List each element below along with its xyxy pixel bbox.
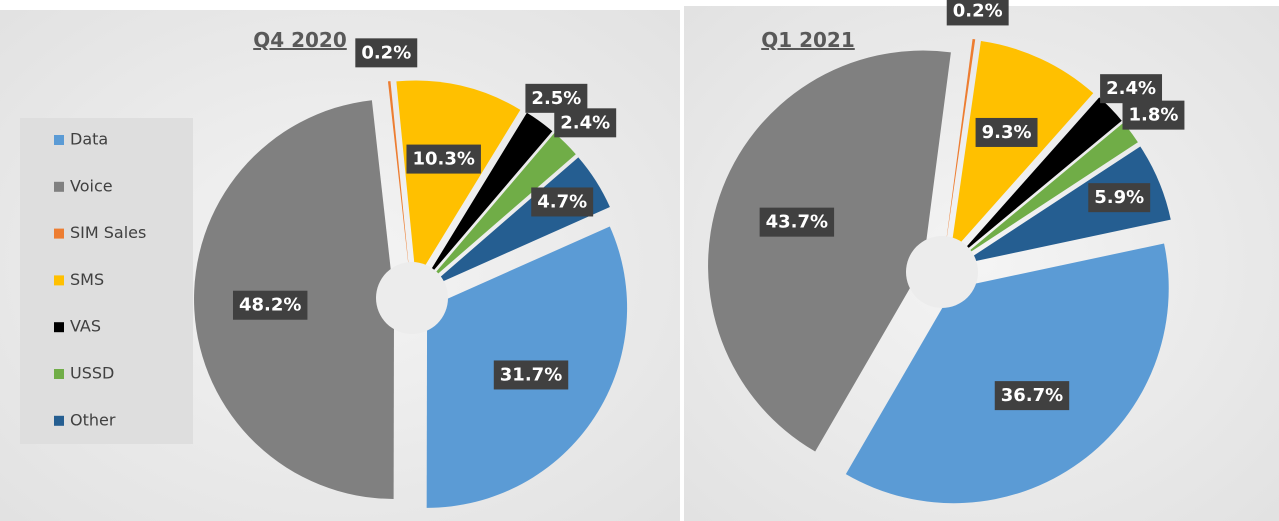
label-box [355, 38, 418, 68]
legend-label: SIM Sales [70, 223, 146, 242]
slice [958, 122, 1138, 261]
data-label: 0.2% [355, 38, 418, 68]
center-hole [376, 262, 448, 334]
legend-box [20, 118, 193, 444]
data-label: 5.9% [1088, 183, 1151, 213]
label-text: 10.3% [412, 149, 474, 170]
chart-title: Q4 2020 [253, 28, 347, 52]
legend-label: VAS [70, 317, 101, 336]
legend-swatch [54, 322, 64, 333]
label-text: 9.3% [982, 122, 1032, 143]
legend-swatch [54, 369, 64, 379]
label-text: 1.8% [1129, 105, 1179, 126]
slice [422, 112, 553, 284]
label-text: 48.2% [239, 295, 301, 316]
slice [396, 80, 521, 281]
label-text: 2.5% [531, 88, 581, 109]
label-text: 4.7% [537, 191, 587, 212]
data-label: 0.2% [946, 0, 1009, 26]
legend-swatch [54, 275, 64, 286]
data-label: 2.4% [1100, 74, 1163, 104]
data-label: 1.8% [1122, 100, 1185, 130]
slice [845, 243, 1169, 504]
legend-label: Data [70, 130, 108, 149]
data-label: 48.2% [232, 290, 308, 320]
label-box [493, 360, 569, 390]
legend-label: SMS [70, 270, 104, 289]
label-box [1088, 183, 1151, 213]
data-label: 9.3% [975, 117, 1038, 147]
slice [950, 41, 1094, 254]
label-text: 0.2% [953, 0, 1003, 21]
slice [960, 146, 1171, 265]
data-label: 36.7% [994, 381, 1070, 411]
legend-swatch [54, 135, 64, 145]
data-label: 31.7% [493, 360, 569, 390]
data-label: 2.4% [554, 108, 617, 138]
label-box [406, 144, 481, 174]
label-box [946, 0, 1009, 26]
label-box [994, 381, 1070, 411]
label-box [525, 83, 588, 113]
slice [956, 97, 1122, 259]
legend-swatch [54, 181, 64, 192]
center-hole [906, 236, 978, 308]
legend-swatch [54, 228, 64, 239]
label-text: 36.7% [1001, 385, 1063, 406]
label-text: 2.4% [1106, 78, 1156, 99]
slice [387, 81, 411, 281]
label-text: 2.4% [560, 112, 610, 133]
legend-label: Other [70, 410, 116, 429]
slice [708, 50, 951, 452]
label-box [759, 207, 835, 237]
label-text: 43.7% [766, 212, 828, 233]
label-text: 31.7% [500, 364, 562, 385]
data-label: 10.3% [406, 144, 481, 174]
legend-swatch [54, 415, 64, 426]
label-box [1100, 74, 1163, 104]
legend-label: USSD [70, 364, 114, 383]
label-text: 0.2% [361, 42, 411, 63]
data-label: 43.7% [759, 207, 835, 237]
legend-label: Voice [70, 176, 113, 195]
label-box [554, 108, 617, 138]
slice [944, 38, 976, 253]
label-text: 5.9% [1094, 187, 1144, 208]
label-box [232, 290, 308, 320]
slice [424, 133, 576, 286]
label-box [975, 117, 1038, 147]
label-box [531, 187, 594, 217]
label-box [1122, 100, 1185, 130]
data-label: 2.5% [525, 83, 588, 113]
chart-title: Q1 2021 [761, 28, 855, 52]
data-label: 4.7% [531, 187, 594, 217]
